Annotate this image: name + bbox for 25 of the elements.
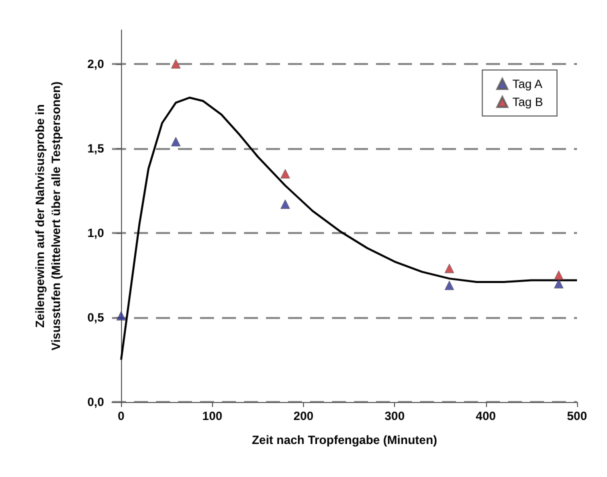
point [280, 168, 290, 178]
y-tick-label: 2,0 [87, 56, 104, 71]
x-tick-label: 0 [118, 409, 125, 423]
y-tick-label: 1,0 [87, 226, 104, 240]
point [280, 199, 290, 209]
y-tick-label: 0,5 [87, 310, 104, 324]
x-tick-label: 300 [384, 409, 405, 423]
line-series [120, 96, 578, 361]
y-axis-title: Zeilengewinn auf der Nahvisusprobe in Visusstufen (Mittelwert über alle Testpersonen) [33, 82, 63, 350]
x-axis-title: Zeit nach Tropfengabe (Minuten) [252, 433, 438, 447]
point [554, 270, 564, 280]
legend-label: Tag A [512, 77, 542, 91]
x-tick-label: 200 [293, 409, 314, 423]
x-tick-label: 400 [476, 409, 496, 423]
y-tick-label: 0,0 [87, 395, 104, 409]
point [444, 264, 454, 274]
point [444, 280, 454, 290]
point [171, 59, 181, 69]
x-tick-label: 100 [202, 409, 223, 423]
legend-label: Tag B [512, 95, 543, 109]
point [116, 311, 126, 321]
point [554, 278, 564, 288]
y-tick-label: 1,5 [87, 141, 104, 156]
x-tick-label: 500 [566, 409, 588, 423]
point [171, 136, 181, 146]
